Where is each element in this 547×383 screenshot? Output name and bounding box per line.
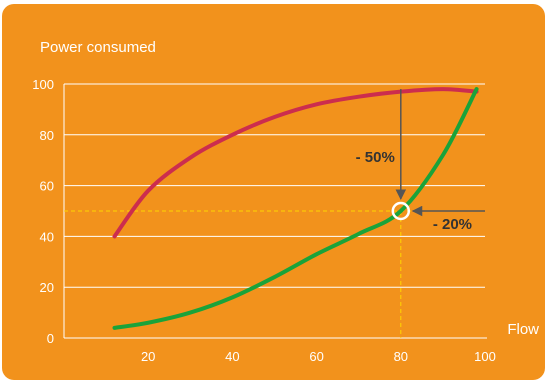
x-tick-label: 100 — [474, 349, 496, 364]
x-tick-label: 40 — [225, 349, 239, 364]
x-tick-label: 60 — [309, 349, 323, 364]
power-flow-chart: Power consumed 0 20 40 60 80 100 20 40 60 80 100 Flo… — [32, 39, 539, 364]
highlight-point — [391, 201, 411, 221]
annotation-label-horizontal: - 20% — [433, 216, 472, 233]
chart-card: Power consumed 0 20 40 60 80 100 20 40 60 80 100 Flo… — [2, 4, 545, 380]
chart-title: Power consumed — [40, 39, 156, 56]
x-axis-label: Flow — [507, 321, 539, 338]
y-tick-label: 40 — [40, 229, 54, 244]
y-tick-label: 80 — [40, 128, 54, 143]
y-tick-label: 20 — [40, 280, 54, 295]
x-tick-label: 20 — [141, 349, 155, 364]
series-line-1 — [112, 87, 479, 330]
y-tick-label: 100 — [32, 77, 54, 92]
x-tick-label: 80 — [394, 349, 408, 364]
y-tick-label: 0 — [47, 331, 54, 346]
series-line-0 — [112, 87, 479, 239]
y-tick-label: 60 — [40, 179, 54, 194]
annotation-label-vertical: - 50% — [356, 149, 395, 166]
